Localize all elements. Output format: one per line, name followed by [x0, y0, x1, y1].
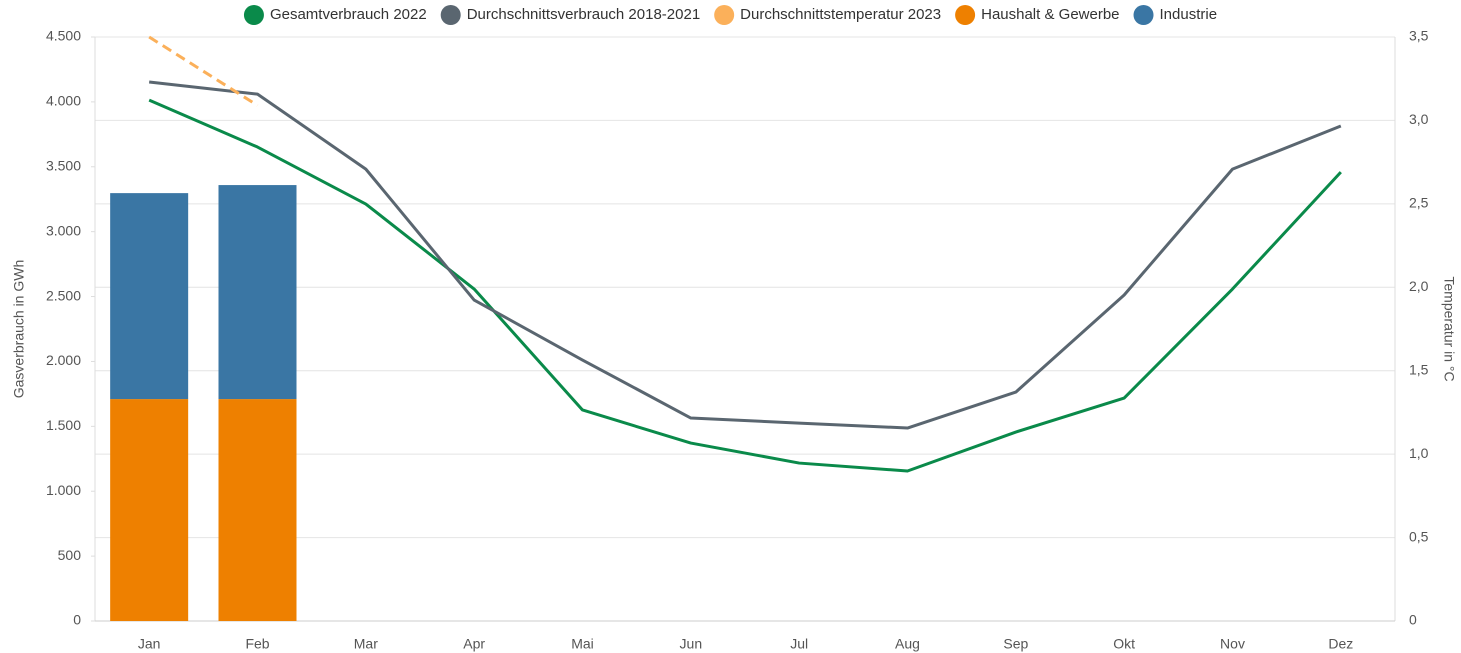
- legend-marker: [1133, 5, 1154, 25]
- x-tick-label: Apr: [463, 636, 485, 652]
- y2-tick-label: 3,0: [1409, 111, 1429, 127]
- legend-marker: [440, 5, 461, 25]
- legend-label: Durchschnittstemperatur 2023: [740, 6, 941, 23]
- y2-tick-label: 2,5: [1409, 195, 1429, 211]
- y-tick-label: 4.000: [46, 93, 81, 109]
- bar: [218, 185, 297, 400]
- y2-tick-label: 0,5: [1409, 528, 1429, 544]
- y-tick-label: 1.500: [46, 417, 81, 433]
- line: [149, 80, 1342, 430]
- x-tick-label: Nov: [1220, 636, 1245, 652]
- y2-tick-label: 0: [1409, 612, 1417, 628]
- y2-axis-title: Temperatur in °C: [1441, 276, 1457, 381]
- y2-tick-label: 1,5: [1409, 361, 1429, 377]
- y2-tick-label: 2,0: [1409, 278, 1429, 294]
- legend-label: Industrie: [1160, 6, 1218, 23]
- y-tick-label: 0: [73, 612, 81, 628]
- x-tick-label: Sep: [1003, 636, 1028, 652]
- legend-marker: [714, 5, 735, 25]
- legend-label: Haushalt & Gewerbe: [981, 6, 1119, 23]
- line: [148, 35, 259, 107]
- y-tick-label: 3.500: [46, 157, 81, 173]
- line: [148, 98, 1342, 473]
- x-tick-label: Mai: [571, 636, 594, 652]
- x-tick-label: Mar: [354, 636, 378, 652]
- legend-label: Gesamtverbrauch 2022: [270, 6, 427, 23]
- x-tick-label: Okt: [1113, 636, 1135, 652]
- y-tick-label: 3.000: [46, 222, 81, 238]
- y-tick-label: 2.000: [46, 352, 81, 368]
- bar: [110, 193, 189, 400]
- x-tick-label: Feb: [245, 636, 269, 652]
- y2-tick-label: 3,5: [1409, 28, 1429, 44]
- legend-label: Durchschnittsverbrauch 2018-2021: [467, 6, 700, 23]
- x-tick-label: Dez: [1328, 636, 1353, 652]
- x-tick-label: Jul: [790, 636, 808, 652]
- x-tick-label: Jan: [138, 636, 161, 652]
- y-axis-title: Gasverbrauch in GWh: [11, 260, 27, 399]
- y-tick-label: 500: [58, 547, 82, 563]
- x-tick-label: Aug: [895, 636, 920, 652]
- y2-tick-label: 1,0: [1409, 445, 1429, 461]
- bar: [218, 399, 297, 621]
- legend-marker: [955, 5, 976, 25]
- x-tick-label: Jun: [680, 636, 703, 652]
- y-tick-label: 2.500: [46, 287, 81, 303]
- y-tick-label: 1.000: [46, 482, 81, 498]
- y-tick-label: 4.500: [46, 28, 81, 44]
- legend-marker: [243, 5, 264, 25]
- bar: [110, 399, 189, 621]
